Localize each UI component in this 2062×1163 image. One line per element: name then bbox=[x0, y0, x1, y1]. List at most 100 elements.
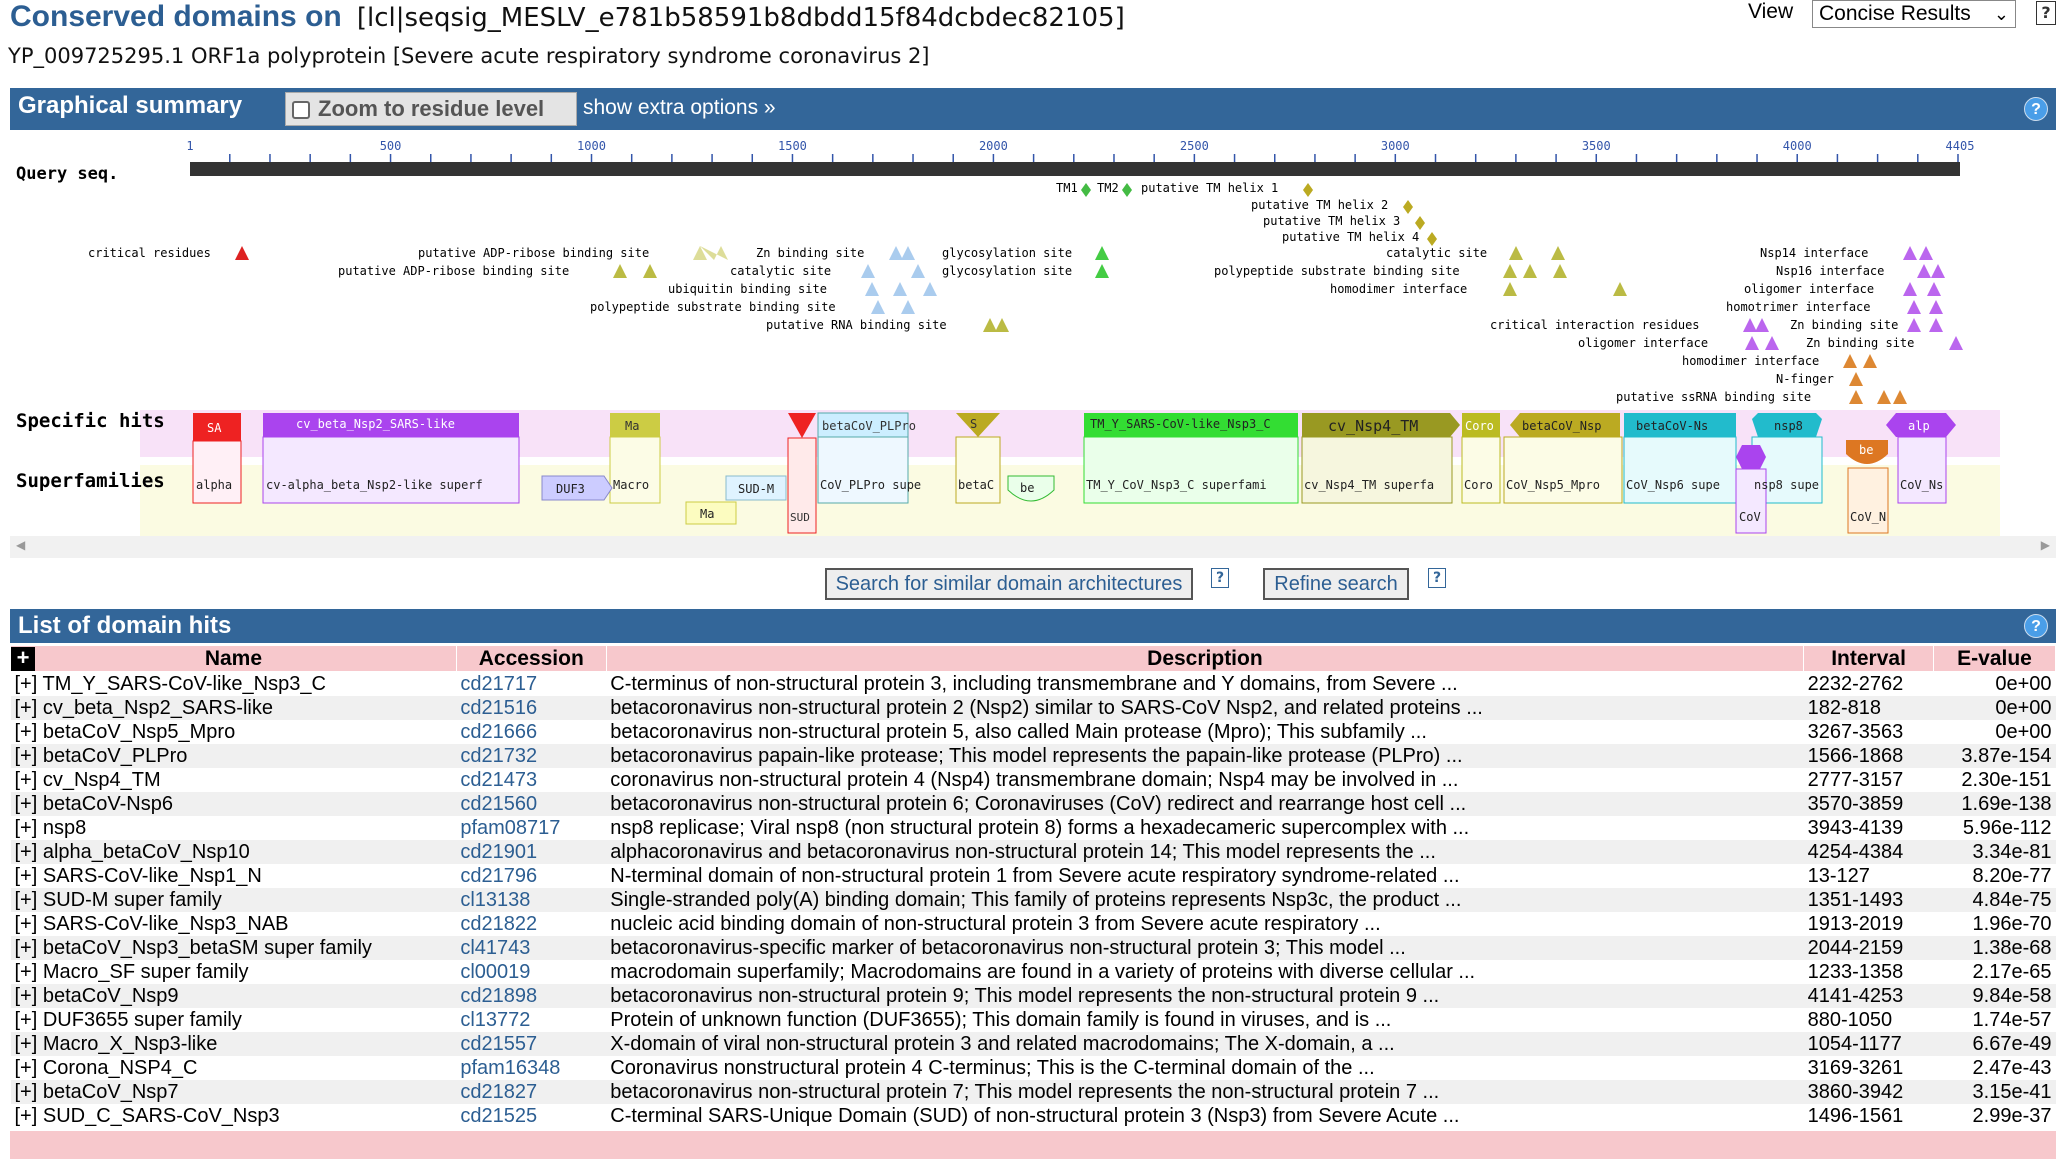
accession-link[interactable]: cd21732 bbox=[456, 744, 607, 768]
graphic-scrollbar[interactable]: ◀ ▶ bbox=[10, 536, 2056, 558]
expand-row-icon[interactable]: [+] bbox=[14, 1057, 38, 1079]
table-row[interactable]: [+] betaCoV_Nsp7 cd21827 betacoronavirus n… bbox=[10, 1080, 2056, 1104]
column-header-evalue[interactable]: E-value bbox=[1933, 645, 2056, 672]
scroll-right-icon[interactable]: ▶ bbox=[2040, 538, 2050, 552]
specific-hit-box[interactable] bbox=[193, 413, 241, 441]
specific-hit-box[interactable] bbox=[1302, 413, 1460, 437]
expand-row-icon[interactable]: [+] bbox=[14, 721, 38, 743]
expand-row-icon[interactable]: [+] bbox=[14, 961, 38, 983]
hit-name-cell[interactable]: [+] betaCoV_Nsp3_betaSM super family bbox=[10, 936, 457, 960]
accession-link[interactable]: pfam16348 bbox=[456, 1056, 607, 1080]
column-header-description[interactable]: Description bbox=[605, 645, 1805, 672]
table-row[interactable]: [+] TM_Y_SARS-CoV-like_Nsp3_C cd21717 C-te… bbox=[10, 671, 2056, 696]
hit-name-cell[interactable]: [+] betaCoV_Nsp7 bbox=[10, 1080, 457, 1104]
scroll-left-icon[interactable]: ◀ bbox=[16, 538, 26, 552]
column-header-interval[interactable]: Interval bbox=[1803, 645, 1935, 672]
accession-link[interactable]: cd21557 bbox=[456, 1032, 607, 1056]
specific-hit-box[interactable] bbox=[1886, 413, 1956, 437]
hit-name-cell[interactable]: [+] SARS-CoV-like_Nsp1_N bbox=[10, 864, 457, 888]
accession-link[interactable]: cd21525 bbox=[456, 1104, 607, 1128]
hit-name-cell[interactable]: [+] cv_Nsp4_TM bbox=[10, 768, 457, 792]
view-select[interactable]: Concise Results ⌄ bbox=[1812, 0, 2016, 28]
search-similar-architectures-button[interactable]: Search for similar domain architectures bbox=[825, 568, 1193, 600]
expand-row-icon[interactable]: [+] bbox=[14, 1105, 38, 1127]
table-row[interactable]: [+] betaCoV_Nsp5_Mpro cd21666 betacoronavi… bbox=[10, 720, 2056, 744]
hit-name-cell[interactable]: [+] betaCoV_Nsp5_Mpro bbox=[10, 720, 457, 744]
table-row[interactable]: [+] nsp8 pfam08717 nsp8 replicase; Viral n… bbox=[10, 816, 2056, 840]
expand-row-icon[interactable]: [+] bbox=[14, 865, 38, 887]
accession-link[interactable]: cl13772 bbox=[456, 1008, 607, 1032]
table-row[interactable]: [+] betaCoV-Nsp6 cd21560 betacoronavirus n… bbox=[10, 792, 2056, 816]
zoom-checkbox[interactable] bbox=[292, 101, 310, 119]
help-icon[interactable]: ? bbox=[1211, 568, 1229, 588]
superfamily-marker[interactable] bbox=[1846, 440, 1888, 464]
accession-link[interactable]: cd21717 bbox=[456, 671, 607, 696]
accession-link[interactable]: cd21822 bbox=[456, 912, 607, 936]
hit-name-cell[interactable]: [+] betaCoV_Nsp9 bbox=[10, 984, 457, 1008]
superfamily-box[interactable] bbox=[1007, 475, 1055, 502]
column-header-name[interactable]: + Name bbox=[10, 645, 457, 672]
show-extra-options-link[interactable]: show extra options » bbox=[583, 96, 776, 119]
expand-row-icon[interactable]: [+] bbox=[14, 985, 38, 1007]
help-icon[interactable]: ? bbox=[2024, 97, 2048, 121]
specific-hit-box[interactable] bbox=[1084, 413, 1298, 437]
expand-row-icon[interactable]: [+] bbox=[14, 817, 38, 839]
expand-row-icon[interactable]: [+] bbox=[14, 673, 38, 695]
accession-link[interactable]: cd21560 bbox=[456, 792, 607, 816]
column-header-accession[interactable]: Accession bbox=[455, 645, 607, 672]
expand-row-icon[interactable]: [+] bbox=[14, 841, 38, 863]
expand-row-icon[interactable]: [+] bbox=[14, 793, 38, 815]
specific-hit-box[interactable] bbox=[263, 413, 519, 437]
hit-name-cell[interactable]: [+] DUF3655 super family bbox=[10, 1008, 457, 1032]
specific-hit-box[interactable] bbox=[610, 413, 660, 437]
accession-link[interactable]: cd21473 bbox=[456, 768, 607, 792]
specific-hit-box[interactable] bbox=[1510, 413, 1620, 437]
zoom-to-residue-toggle[interactable]: Zoom to residue level bbox=[285, 92, 577, 126]
table-row[interactable]: [+] SUD-M super family cl13138 Single-stra… bbox=[10, 888, 2056, 912]
help-icon[interactable]: ? bbox=[1428, 568, 1446, 588]
hit-name-cell[interactable]: [+] SUD_C_SARS-CoV_Nsp3 bbox=[10, 1104, 457, 1128]
hit-name-cell[interactable]: [+] Macro_SF super family bbox=[10, 960, 457, 984]
expand-row-icon[interactable]: [+] bbox=[14, 1009, 38, 1031]
accession-link[interactable]: cd21901 bbox=[456, 840, 607, 864]
table-row[interactable]: [+] DUF3655 super family cl13772 Protein o… bbox=[10, 1008, 2056, 1032]
expand-row-icon[interactable]: [+] bbox=[14, 937, 38, 959]
accession-link[interactable]: cl41743 bbox=[456, 936, 607, 960]
specific-hit-box[interactable] bbox=[788, 413, 816, 438]
hit-name-cell[interactable]: [+] nsp8 bbox=[10, 816, 457, 840]
table-row[interactable]: [+] betaCoV_Nsp9 cd21898 betacoronavirus n… bbox=[10, 984, 2056, 1008]
hit-name-cell[interactable]: [+] betaCoV-Nsp6 bbox=[10, 792, 457, 816]
table-row[interactable]: [+] Macro_X_Nsp3-like cd21557 X-domain of … bbox=[10, 1032, 2056, 1056]
table-row[interactable]: [+] Macro_SF super family cl00019 macrodom… bbox=[10, 960, 2056, 984]
hit-name-cell[interactable]: [+] Macro_X_Nsp3-like bbox=[10, 1032, 457, 1056]
hit-name-cell[interactable]: [+] alpha_betaCoV_Nsp10 bbox=[10, 840, 457, 864]
hit-name-cell[interactable]: [+] SARS-CoV-like_Nsp3_NAB bbox=[10, 912, 457, 936]
accession-link[interactable]: cd21827 bbox=[456, 1080, 607, 1104]
hit-name-cell[interactable]: [+] SUD-M super family bbox=[10, 888, 457, 912]
hit-name-cell[interactable]: [+] cv_beta_Nsp2_SARS-like bbox=[10, 696, 457, 720]
expand-all-icon[interactable]: + bbox=[11, 647, 35, 671]
superfamily-marker[interactable] bbox=[1736, 445, 1766, 469]
accession-link[interactable]: pfam08717 bbox=[456, 816, 607, 840]
accession-link[interactable]: cl00019 bbox=[456, 960, 607, 984]
specific-hit-box[interactable] bbox=[1752, 413, 1822, 437]
expand-row-icon[interactable]: [+] bbox=[14, 889, 38, 911]
superfamily-box[interactable] bbox=[541, 475, 613, 501]
accession-link[interactable]: cl13138 bbox=[456, 888, 607, 912]
table-row[interactable]: [+] betaCoV_Nsp3_betaSM super family cl41… bbox=[10, 936, 2056, 960]
table-row[interactable]: [+] alpha_betaCoV_Nsp10 cd21901 alphacoron… bbox=[10, 840, 2056, 864]
expand-row-icon[interactable]: [+] bbox=[14, 1081, 38, 1103]
hit-name-cell[interactable]: [+] betaCoV_PLPro bbox=[10, 744, 457, 768]
superfamily-box[interactable] bbox=[725, 475, 787, 501]
table-row[interactable]: [+] SARS-CoV-like_Nsp3_NAB cd21822 nucleic… bbox=[10, 912, 2056, 936]
table-row[interactable]: [+] cv_beta_Nsp2_SARS-like cd21516 betacor… bbox=[10, 696, 2056, 720]
specific-hit-box[interactable] bbox=[1624, 413, 1736, 437]
superfamily-box[interactable] bbox=[685, 501, 737, 525]
accession-link[interactable]: cd21796 bbox=[456, 864, 607, 888]
accession-link[interactable]: cd21666 bbox=[456, 720, 607, 744]
expand-row-icon[interactable]: [+] bbox=[14, 745, 38, 767]
table-row[interactable]: [+] cv_Nsp4_TM cd21473 coronavirus non-str… bbox=[10, 768, 2056, 792]
hit-name-cell[interactable]: [+] TM_Y_SARS-CoV-like_Nsp3_C bbox=[10, 671, 457, 696]
table-row[interactable]: [+] Corona_NSP4_C pfam16348 Coronavirus no… bbox=[10, 1056, 2056, 1080]
table-row[interactable]: [+] SARS-CoV-like_Nsp1_N cd21796 N-termina… bbox=[10, 864, 2056, 888]
